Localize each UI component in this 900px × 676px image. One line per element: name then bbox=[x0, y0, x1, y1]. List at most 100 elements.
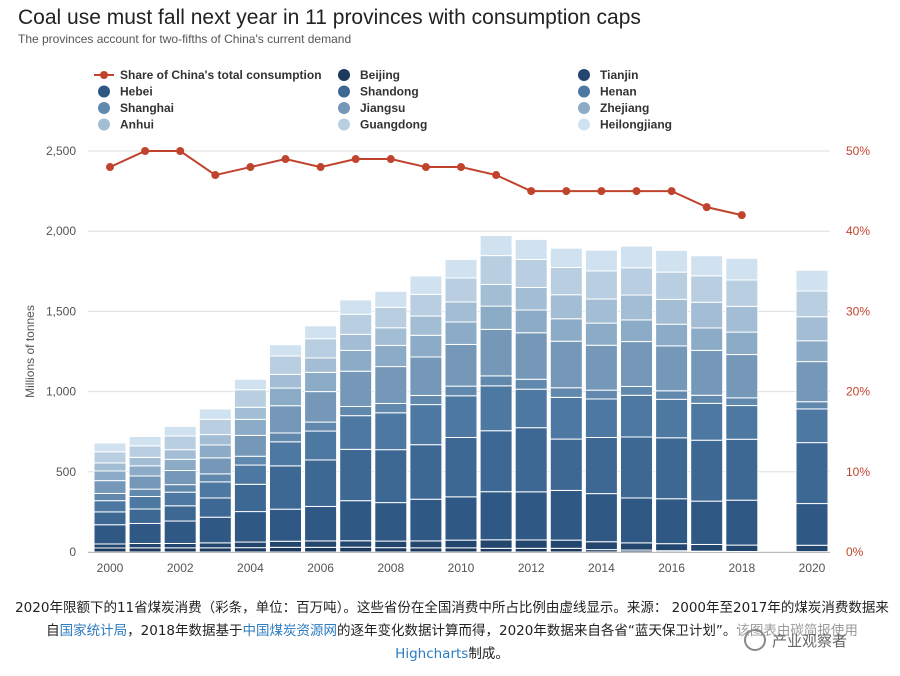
share-point bbox=[176, 147, 185, 155]
watermark: 产业观察者 bbox=[738, 618, 894, 662]
bar-segment bbox=[409, 498, 443, 542]
y2-tick-label: 30% bbox=[846, 304, 870, 318]
bar-segment bbox=[725, 499, 759, 546]
bar-segment bbox=[269, 465, 302, 510]
bar-segment bbox=[795, 408, 829, 444]
x-tick-label: 2008 bbox=[377, 561, 404, 575]
bar-segment bbox=[795, 503, 829, 546]
bar-segment bbox=[725, 279, 759, 307]
bar-segment bbox=[444, 258, 478, 279]
bar-segment bbox=[93, 480, 127, 494]
bar-segment bbox=[93, 500, 127, 513]
bar-segment bbox=[374, 547, 408, 553]
share-point bbox=[562, 187, 571, 196]
caption-link-sxcoal[interactable]: 中国煤炭资源网 bbox=[242, 623, 338, 639]
caption-text-4: 制成。 bbox=[468, 646, 509, 662]
bar-segment bbox=[269, 432, 302, 443]
x-tick-label: 2020 bbox=[799, 561, 826, 575]
bar-segment bbox=[549, 340, 583, 389]
legend-label: Tianjin bbox=[600, 68, 638, 82]
legend-label: Heilongjiang bbox=[600, 118, 672, 132]
bar-segment bbox=[233, 406, 267, 420]
bar-segment bbox=[269, 355, 302, 375]
bar-segment bbox=[269, 344, 302, 357]
caption-text-2: ，2018年数据基于 bbox=[127, 623, 243, 639]
x-tick-label: 2004 bbox=[237, 561, 264, 575]
bar-segment bbox=[128, 456, 162, 467]
bar-segment bbox=[374, 306, 408, 329]
bar-segment bbox=[233, 378, 267, 391]
bar-segment bbox=[795, 401, 829, 410]
bar-segment bbox=[339, 546, 373, 553]
share-point bbox=[421, 163, 430, 172]
bar-segment bbox=[339, 448, 373, 502]
bar-segment bbox=[163, 435, 197, 451]
bar-segment bbox=[269, 387, 302, 407]
bar-segment bbox=[128, 508, 162, 524]
bar-segment bbox=[233, 511, 267, 543]
bar-segment bbox=[374, 290, 408, 308]
bar-segment bbox=[620, 267, 653, 296]
bar-segment bbox=[479, 235, 513, 257]
bar-segment bbox=[128, 488, 162, 498]
bar-segment bbox=[269, 405, 302, 434]
bar-segment bbox=[549, 387, 583, 398]
bar-segment bbox=[304, 505, 338, 542]
share-point bbox=[457, 163, 465, 172]
bar-segment bbox=[93, 543, 127, 549]
bar-segment bbox=[655, 437, 689, 500]
bar-segment bbox=[655, 498, 689, 545]
bar-segment bbox=[620, 245, 653, 269]
bar-segment bbox=[584, 270, 618, 300]
bar-segment bbox=[374, 402, 408, 414]
bar-segment bbox=[725, 354, 759, 399]
bar-segment bbox=[93, 547, 127, 553]
bar-segment bbox=[690, 327, 724, 351]
bar-segment bbox=[233, 464, 267, 485]
legend-marker bbox=[338, 118, 350, 131]
bar-segment bbox=[655, 298, 689, 325]
bar-segment bbox=[690, 275, 724, 303]
bar-segment bbox=[233, 434, 267, 457]
bar-segment bbox=[444, 343, 478, 387]
bar-segment bbox=[444, 301, 478, 323]
x-tick-label: 2012 bbox=[518, 561, 545, 575]
bar-segment bbox=[549, 396, 583, 440]
y-tick-label: 1,500 bbox=[46, 304, 76, 318]
bar-segment bbox=[374, 412, 408, 451]
legend-label: Beijing bbox=[360, 68, 400, 82]
legend-label: Jiangsu bbox=[360, 101, 405, 115]
bar-segment bbox=[339, 370, 373, 408]
legend-label: Henan bbox=[600, 85, 637, 99]
bar-segment bbox=[795, 269, 829, 292]
legend-label: Hebei bbox=[120, 85, 153, 99]
bar-segment bbox=[725, 438, 759, 501]
bar-segment bbox=[163, 520, 197, 544]
bar-segment bbox=[339, 313, 373, 335]
bar-segment bbox=[655, 271, 689, 300]
bar-segment bbox=[233, 418, 267, 436]
bar-segment bbox=[584, 541, 618, 551]
bar-segment bbox=[514, 427, 548, 493]
bar-segment bbox=[269, 373, 302, 389]
bar-segment bbox=[514, 539, 548, 549]
bar-segment bbox=[163, 505, 197, 522]
y2-tick-label: 20% bbox=[846, 385, 870, 399]
caption-link-highcharts[interactable]: Highcharts bbox=[395, 646, 469, 662]
bar-segment bbox=[128, 496, 162, 510]
bar-segment bbox=[304, 430, 338, 461]
caption-link-nbs[interactable]: 国家统计局 bbox=[59, 623, 128, 639]
share-point bbox=[246, 163, 255, 172]
bar-segment bbox=[93, 470, 127, 482]
bar-segment bbox=[690, 543, 724, 552]
bar-segment bbox=[128, 542, 162, 549]
share-point bbox=[316, 163, 325, 172]
bar-segment bbox=[163, 470, 197, 486]
bar-segment bbox=[444, 395, 478, 438]
bar-segment bbox=[620, 341, 653, 387]
bar-segment bbox=[795, 544, 829, 553]
y2-tick-label: 50% bbox=[846, 144, 870, 158]
bar-segment bbox=[444, 277, 478, 303]
bar-segment bbox=[444, 436, 478, 498]
bar-segment bbox=[690, 394, 724, 404]
